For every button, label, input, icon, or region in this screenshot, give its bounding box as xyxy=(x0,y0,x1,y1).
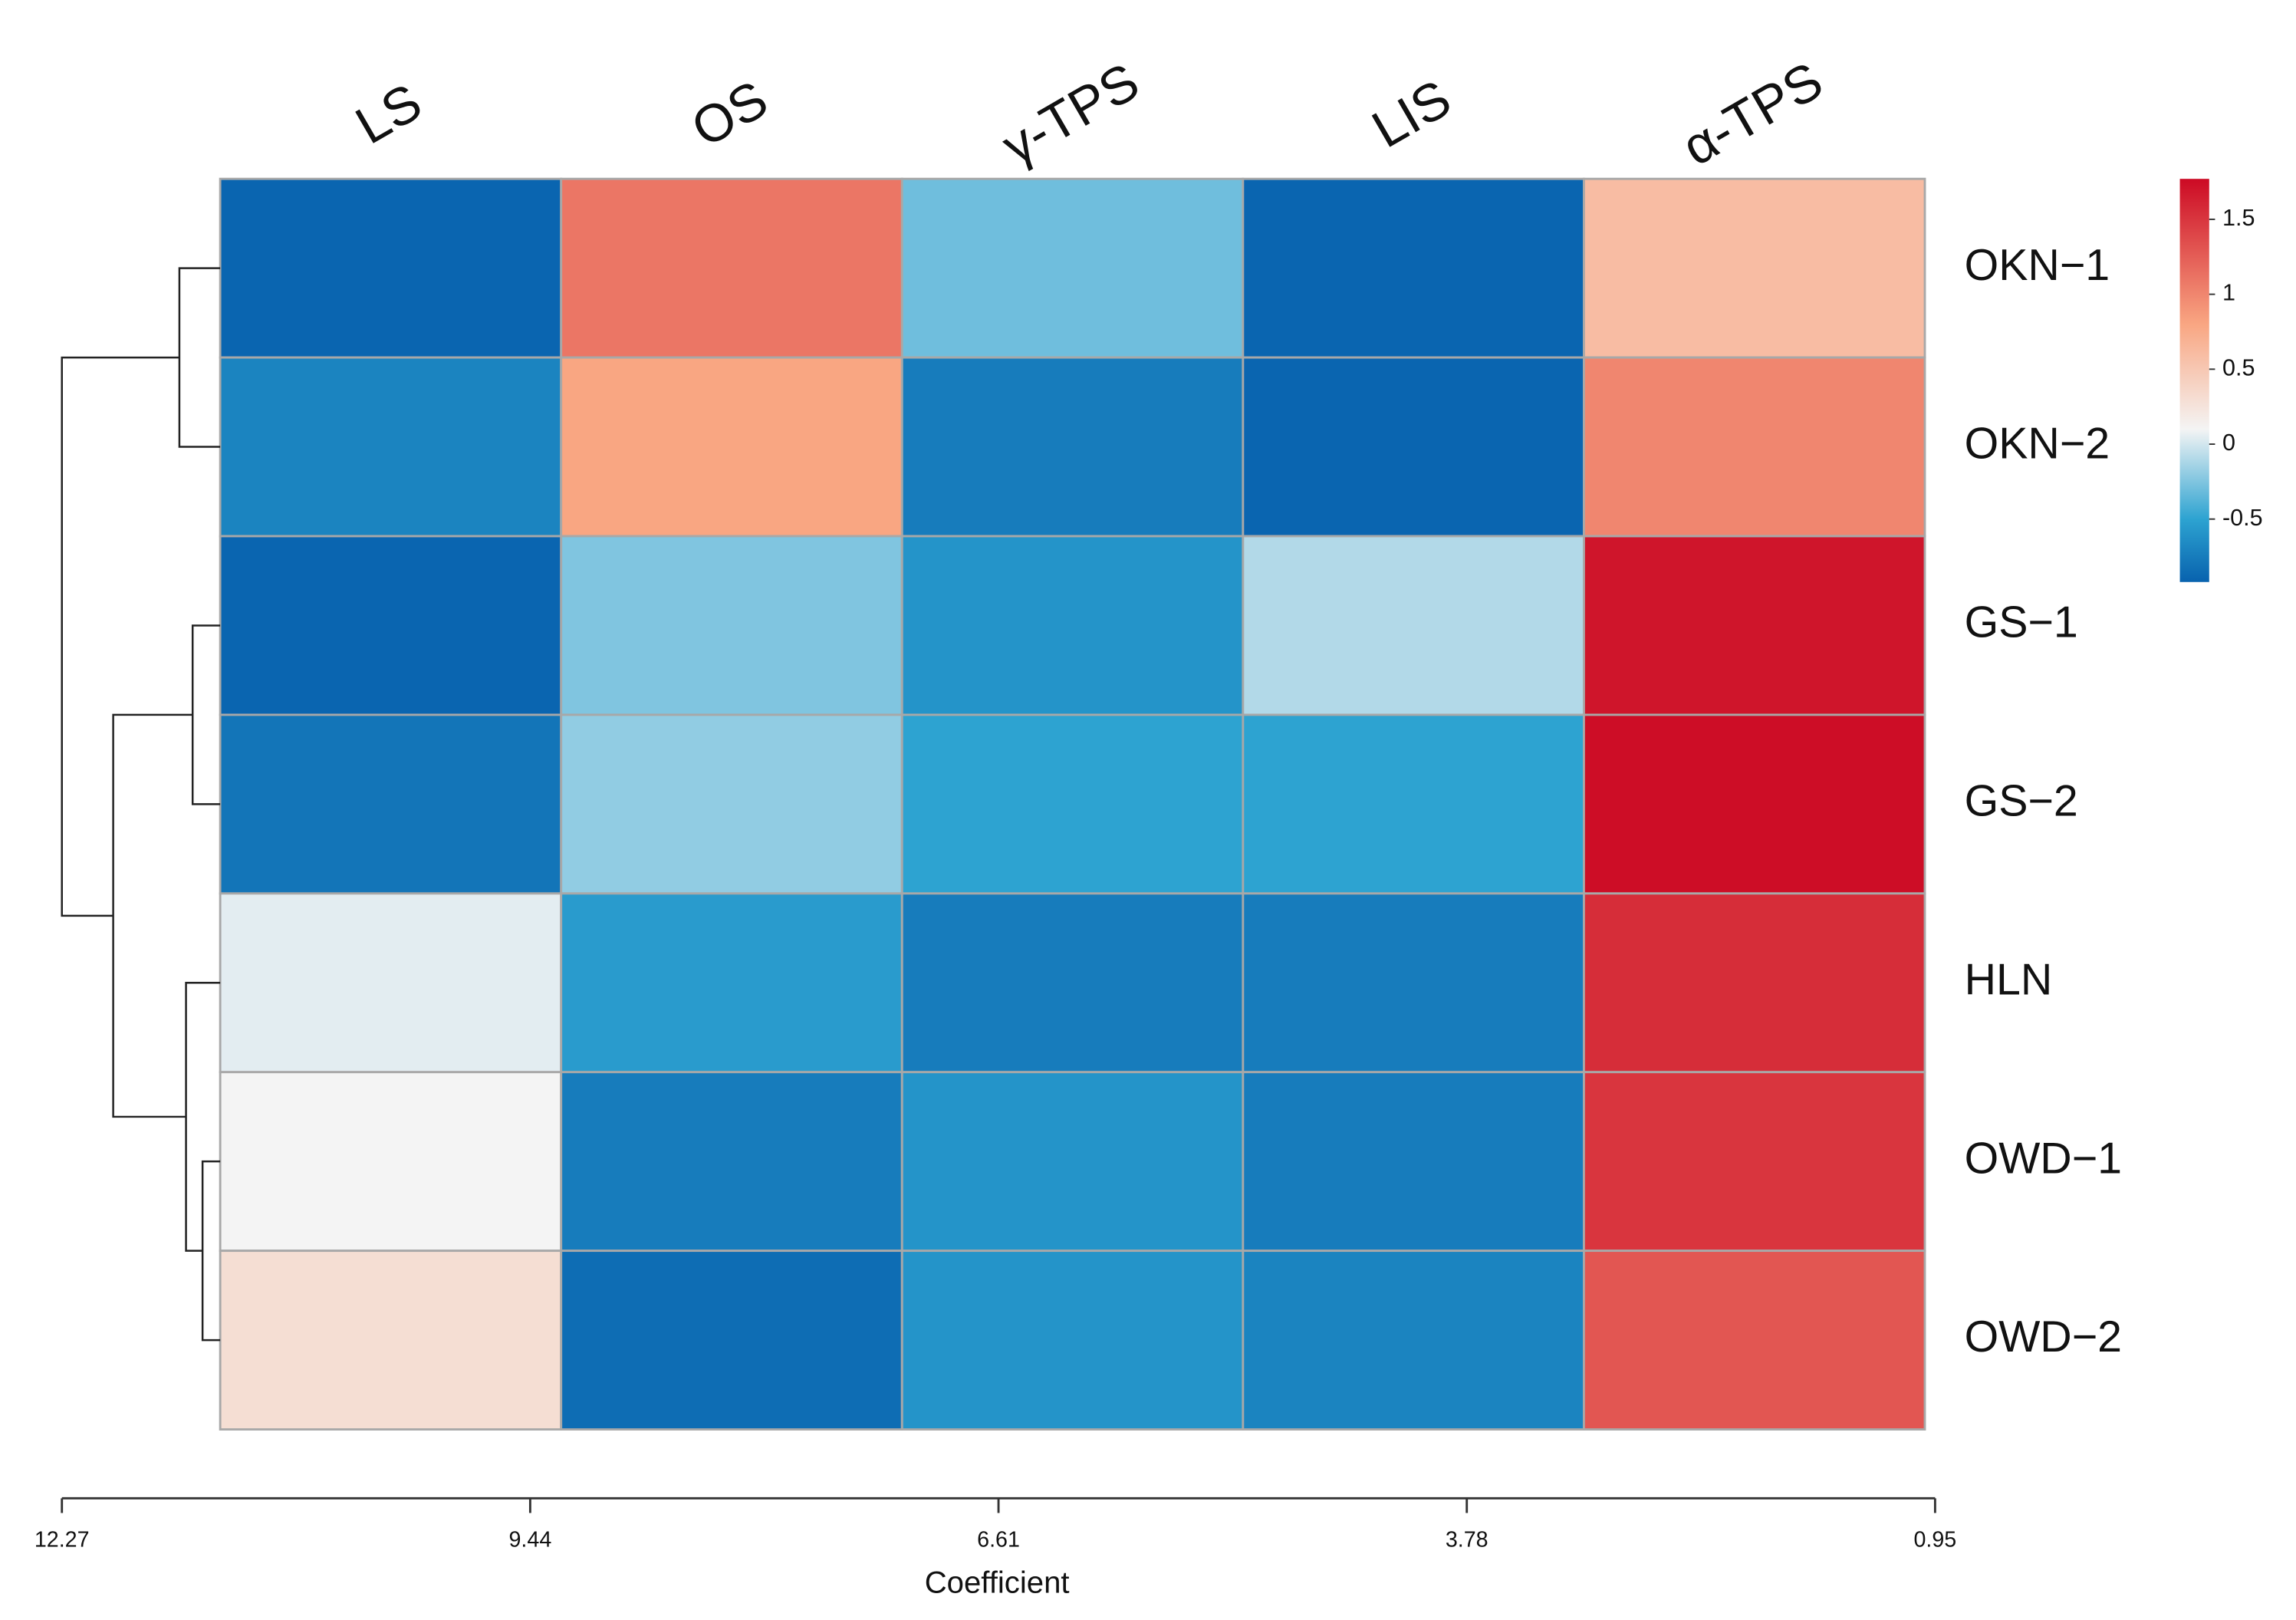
dendrogram-link xyxy=(201,1160,221,1342)
row-label: GS−2 xyxy=(1965,776,2078,825)
heatmap-cell xyxy=(1242,356,1585,538)
heatmap-cell xyxy=(1242,1250,1585,1431)
heatmap-cell xyxy=(560,177,903,359)
dendrogram-link xyxy=(112,713,193,1118)
heatmap-cell xyxy=(1582,356,1926,538)
heatmap-cell xyxy=(560,356,903,538)
x-tick-label: 3.78 xyxy=(1446,1527,1488,1552)
column-label: LIS xyxy=(1363,68,1461,159)
heatmap-cell xyxy=(900,1250,1245,1431)
heatmap-cell xyxy=(1242,1071,1585,1253)
heatmap-cell xyxy=(560,535,903,716)
row-label: HLN xyxy=(1965,955,2053,1004)
colorbar xyxy=(2179,179,2209,582)
heatmap-cell xyxy=(560,713,903,895)
heatmap-cell xyxy=(1242,892,1585,1074)
heatmap-cell xyxy=(1582,1250,1926,1431)
column-label: γ-TPS xyxy=(992,51,1149,176)
heatmap-cell xyxy=(1582,1071,1926,1253)
dendrogram-link xyxy=(178,267,221,448)
row-label: OWD−2 xyxy=(1965,1312,2122,1362)
column-label: OS xyxy=(682,69,778,158)
heatmap-cell xyxy=(219,535,563,716)
heatmap-cell xyxy=(1242,177,1585,359)
x-tick-label: 0.95 xyxy=(1913,1527,1956,1552)
heatmap-cell xyxy=(900,535,1245,716)
heatmap-cell xyxy=(560,1071,903,1253)
heatmap-cell xyxy=(560,1250,903,1431)
heatmap-cell xyxy=(900,892,1245,1074)
colorbar-tick-label: 1 xyxy=(2222,280,2235,306)
heatmap-cell xyxy=(560,892,903,1074)
column-label: α-TPS xyxy=(1673,51,1833,177)
heatmap-cell xyxy=(1242,535,1585,716)
heatmap-cell xyxy=(900,713,1245,895)
heatmap-cell xyxy=(900,1071,1245,1253)
heatmap-cell xyxy=(1582,892,1926,1074)
heatmap-cell xyxy=(219,356,563,538)
heatmap-cell xyxy=(219,177,563,359)
dendrogram-link xyxy=(61,356,179,917)
heatmap-cell xyxy=(900,356,1245,538)
x-tick-label: 6.61 xyxy=(977,1527,1020,1552)
row-label: GS−1 xyxy=(1965,598,2078,647)
column-label: LS xyxy=(346,72,431,156)
heatmap-cell xyxy=(219,1071,563,1253)
heatmap-cell xyxy=(219,713,563,895)
colorbar-tick-label: 0.5 xyxy=(2222,354,2255,380)
colorbar-tick-label: -0.5 xyxy=(2222,505,2263,531)
heatmap-cell xyxy=(1582,713,1926,895)
heatmap-cell xyxy=(219,1250,563,1431)
row-label: OKN−2 xyxy=(1965,420,2110,469)
dendrogram-link xyxy=(191,624,221,805)
x-axis-title: Coefficient xyxy=(925,1566,1070,1600)
heatmap-cell xyxy=(1582,535,1926,716)
heatmap-cell xyxy=(219,892,563,1074)
heatmap-cell xyxy=(1582,177,1926,359)
row-label: OWD−1 xyxy=(1965,1134,2122,1183)
colorbar-tick-label: 0 xyxy=(2222,430,2235,456)
x-tick-label: 12.27 xyxy=(35,1527,90,1552)
colorbar-tick-label: 1.5 xyxy=(2222,205,2255,231)
row-label: OKN−1 xyxy=(1965,241,2110,290)
x-tick-label: 9.44 xyxy=(508,1527,551,1552)
heatmap-cell xyxy=(1242,713,1585,895)
heatmap-cell xyxy=(900,177,1245,359)
